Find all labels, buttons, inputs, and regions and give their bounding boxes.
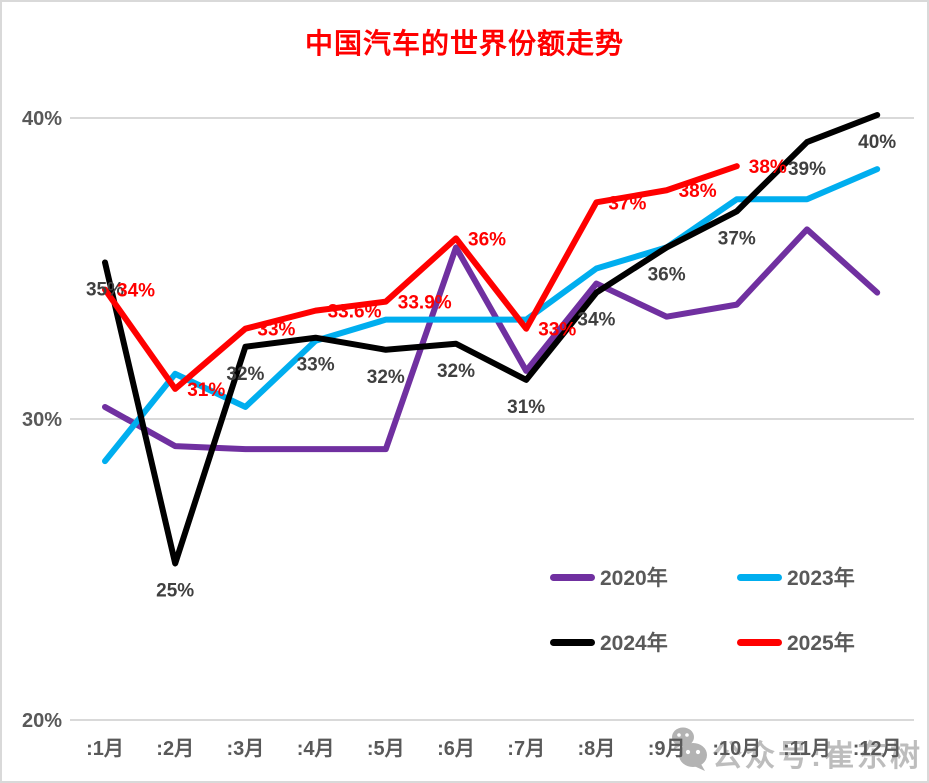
x-axis-tick-label: :7月 bbox=[507, 738, 545, 760]
data-label-2024年: 35% bbox=[86, 279, 124, 300]
legend-item-2020: 2020年 bbox=[550, 562, 668, 592]
legend-swatch-2020 bbox=[550, 573, 595, 581]
data-label-2024年: 31% bbox=[507, 397, 545, 418]
series-line-2020年 bbox=[102, 226, 881, 453]
series-line-2024年 bbox=[102, 111, 881, 567]
data-label-2025年: 34% bbox=[117, 281, 155, 302]
data-label-2024年: 32% bbox=[226, 364, 264, 385]
legend-item-2024: 2024年 bbox=[550, 627, 668, 657]
x-axis-tick-label: :10月 bbox=[712, 738, 761, 760]
x-axis-tick-label: :3月 bbox=[227, 738, 265, 760]
x-axis-tick-label: :4月 bbox=[297, 738, 335, 760]
data-label-2025年: 37% bbox=[608, 193, 646, 214]
legend-item-2023: 2023年 bbox=[737, 562, 855, 592]
x-axis-tick-label: :5月 bbox=[367, 738, 405, 760]
legend-label-2020: 2020年 bbox=[600, 567, 668, 590]
x-axis-tick-label: :8月 bbox=[578, 738, 616, 760]
legend-swatch-2024 bbox=[550, 638, 595, 646]
legend-label-2023: 2023年 bbox=[787, 567, 855, 590]
y-axis-tick-label: 30% bbox=[22, 409, 62, 431]
data-label-2024年: 32% bbox=[437, 361, 475, 382]
data-label-2024年: 39% bbox=[788, 159, 826, 180]
data-label-2025年: 33.6% bbox=[328, 302, 382, 323]
data-label-2025年: 38% bbox=[679, 181, 717, 202]
legend-swatch-2025 bbox=[737, 638, 782, 646]
wechat-icon bbox=[668, 726, 710, 780]
chart-title: 中国汽车的世界份额走势 bbox=[304, 28, 624, 59]
data-label-2025年: 36% bbox=[468, 229, 506, 250]
watermark-text: 公众号:崔东树 bbox=[712, 740, 923, 773]
x-axis-tick-label: :12月 bbox=[853, 738, 902, 760]
series-line-2025年 bbox=[102, 163, 740, 392]
data-label-2025年: 31% bbox=[187, 380, 225, 401]
data-label-2024年: 37% bbox=[718, 228, 756, 249]
x-axis-tick-label: :6月 bbox=[437, 738, 475, 760]
legend-label-2024: 2024年 bbox=[600, 632, 668, 655]
legend-item-2025: 2025年 bbox=[737, 627, 855, 657]
x-axis-tick-label: :2月 bbox=[156, 738, 194, 760]
y-axis-tick-label: 40% bbox=[22, 108, 62, 130]
data-label-2024年: 36% bbox=[648, 264, 686, 285]
data-label-2025年: 33% bbox=[257, 320, 295, 341]
watermark: 公众号:崔东树 bbox=[668, 726, 923, 780]
data-label-2024年: 33% bbox=[297, 355, 335, 376]
data-label-2024年: 32% bbox=[367, 367, 405, 388]
data-label-2024年: 34% bbox=[577, 310, 615, 331]
y-axis-tick-label: 20% bbox=[22, 710, 62, 732]
x-axis-tick-label: :9月 bbox=[648, 738, 686, 760]
legend-swatch-2023 bbox=[737, 573, 782, 581]
data-label-2025年: 33% bbox=[538, 320, 576, 341]
data-label-2025年: 38% bbox=[749, 157, 787, 178]
data-label-2024年: 40% bbox=[858, 132, 896, 153]
data-label-2024年: 25% bbox=[156, 580, 194, 601]
legend-label-2025: 2025年 bbox=[787, 632, 855, 655]
x-axis-tick-label: :1月 bbox=[86, 738, 124, 760]
data-label-2025年: 33.9% bbox=[398, 293, 452, 314]
x-axis-tick-label: :11月 bbox=[783, 738, 831, 760]
